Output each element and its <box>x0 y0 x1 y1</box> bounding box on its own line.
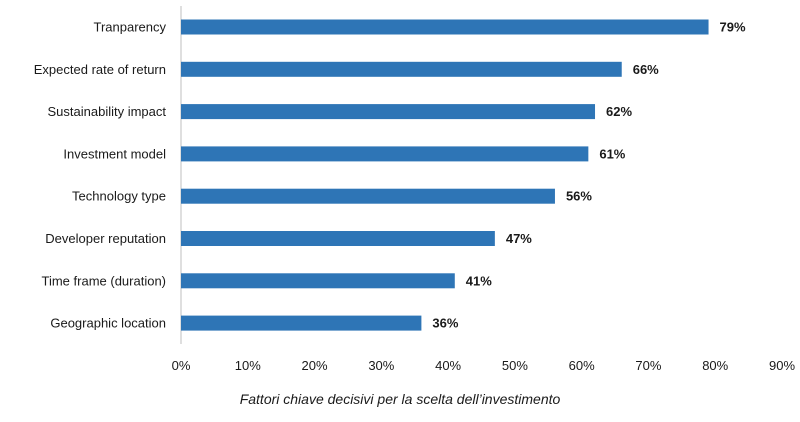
x-tick-label: 20% <box>302 358 328 373</box>
data-label: 79% <box>720 20 746 35</box>
bar <box>181 273 455 289</box>
x-tick-label: 10% <box>235 358 261 373</box>
data-label: 61% <box>599 146 625 161</box>
bar <box>181 104 596 120</box>
x-tick-label: 50% <box>502 358 528 373</box>
x-tick-label: 90% <box>769 358 795 373</box>
category-label: Developer reputation <box>45 231 166 246</box>
bar <box>181 146 589 162</box>
category-label: Geographic location <box>50 316 166 331</box>
category-label: Expected rate of return <box>34 62 166 77</box>
data-label: 41% <box>466 273 492 288</box>
data-label: 66% <box>633 62 659 77</box>
data-label: 47% <box>506 231 532 246</box>
bar-chart: Tranparency 79% Expected rate of return 66%… <box>34 6 795 373</box>
bar <box>181 19 709 35</box>
x-tick-label: 0% <box>172 358 191 373</box>
bar <box>181 315 422 331</box>
x-tick-label: 80% <box>702 358 728 373</box>
category-label: Tranparency <box>94 20 167 35</box>
x-tick-label: 70% <box>635 358 661 373</box>
chart-caption: Fattori chiave decisivi per la scelta de… <box>239 391 561 407</box>
category-label: Investment model <box>63 146 166 161</box>
x-tick-label: 60% <box>569 358 595 373</box>
x-tick-label: 30% <box>368 358 394 373</box>
category-label: Sustainability impact <box>48 104 167 119</box>
data-label: 56% <box>566 189 592 204</box>
category-label: Time frame (duration) <box>42 273 167 288</box>
bar <box>181 188 555 204</box>
data-label: 62% <box>606 104 632 119</box>
bar <box>181 61 622 77</box>
x-tick-label: 40% <box>435 358 461 373</box>
data-label: 36% <box>432 316 458 331</box>
category-label: Technology type <box>72 189 166 204</box>
bar <box>181 231 495 246</box>
